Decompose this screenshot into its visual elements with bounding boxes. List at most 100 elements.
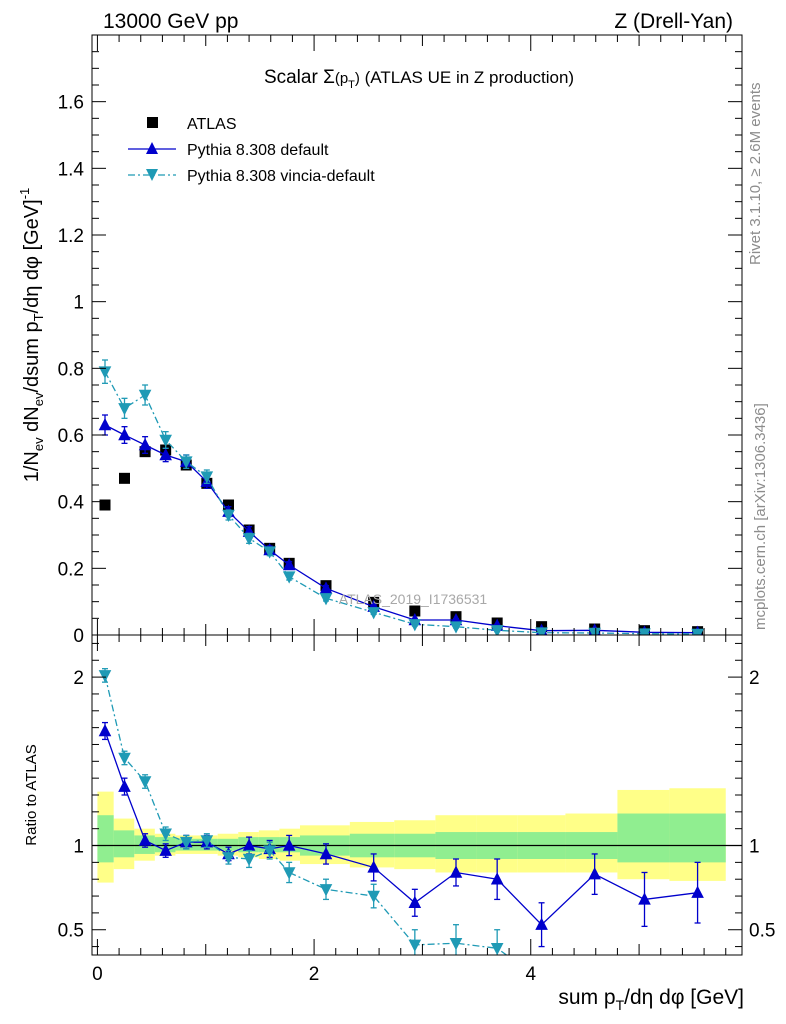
main-pythia-8-308-vincia-default-point — [535, 627, 548, 635]
ratio-pythia-8-308-default-point — [242, 838, 256, 851]
ratio-pythia-8-308-default-point — [490, 872, 504, 885]
ratio-pythia-8-308-vincia-default-point — [319, 884, 333, 897]
main-pythia-8-308-vincia-default-point — [449, 621, 463, 634]
legend-marker-atlas — [147, 117, 158, 128]
x-tick-label: 0 — [92, 964, 103, 985]
ratio-pythia-8-308-vincia-default-point — [490, 943, 504, 955]
main-pythia-8-308-vincia-default-point — [319, 593, 333, 606]
ratio-y-tick-label-right: 2 — [749, 668, 760, 689]
ratio-pythia-8-308-default-point — [138, 833, 152, 846]
ratio-band-stat-segment — [113, 830, 135, 858]
ratio-y-tick-label: 2 — [73, 668, 84, 689]
legend-marker-pythia-default — [146, 142, 158, 154]
ratio-pythia-8-308-vincia-default-point — [222, 852, 235, 865]
ratio-pythia-8-308-vincia-default-point — [179, 836, 193, 850]
ratio-pythia-8-308-default-point — [691, 885, 704, 898]
main-pythia-8-308-vincia-default-point — [179, 456, 193, 469]
main-y-tick-label: 1.2 — [58, 226, 84, 247]
ratio-pythia-8-308-vincia-default-point — [118, 752, 131, 765]
main-pythia-8-308-vincia-default-point — [98, 366, 112, 379]
main-y-tick-label: 1.6 — [58, 93, 84, 114]
ratio-band-stat-segment — [669, 813, 726, 863]
main-pythia-8-308-vincia-default-point — [638, 628, 651, 635]
main-atlas-group — [99, 444, 704, 635]
ratio-pythia-8-308-vincia-default-point — [159, 828, 172, 841]
mcplots-note: mcplots.cern.ch [arXiv:1306.3436] — [752, 403, 769, 630]
ratio-pythia-8-308-vincia-default-point — [449, 937, 463, 951]
main-y-tick-label: 0.6 — [58, 426, 84, 447]
ratio-y-tick-label-right: 1 — [749, 837, 760, 858]
main-pythia-8-308-vincia-default-point — [263, 546, 276, 559]
main-pythia-8-308-vincia-default-point — [588, 627, 601, 635]
main-pythia-8-308-vincia-default-point — [200, 471, 214, 484]
ratio-pythia-8-308-vincia-default-point — [535, 975, 548, 987]
main-pythia-8-308-vincia-default-point — [138, 389, 152, 402]
ratio-y-tick-label-right: 0.5 — [749, 921, 775, 942]
ratio-pythia-8-308-default-point — [638, 892, 651, 905]
legend-label-pythia-default: Pythia 8.308 default — [187, 142, 329, 159]
ratio-band-stat-segment — [217, 838, 239, 851]
main-pythia-8-308-default-point — [319, 581, 333, 594]
ratio-band-stat-segment — [617, 813, 670, 863]
ratio-pythia-8-308-vincia-default-point — [200, 835, 214, 848]
ratio-panel: 0.5 0.5 1 1 2 2 0 2 4 Ratio to ATLAS sum pT/dη … — [23, 634, 775, 1013]
main-y-tick-label: 1.4 — [58, 159, 85, 180]
watermark: ATLAS_2019_I1736531 — [339, 591, 488, 607]
main-pythia-8-308-vincia-default-point — [222, 509, 235, 522]
legend-label-atlas: ATLAS — [187, 116, 237, 133]
ratio-pythia-8-308-default-point — [319, 846, 333, 860]
main-pythia-8-308-default-point — [282, 558, 296, 571]
legend-label-pythia-vincia: Pythia 8.308 vincia-default — [187, 168, 375, 185]
main-atlas-point — [409, 605, 421, 617]
main-y-tick-label: 0.4 — [58, 493, 85, 514]
ratio-pythia-8-308-default-point — [408, 895, 422, 909]
ratio-pythia-8-308-default-point — [98, 724, 112, 737]
ratio-pythia-8-308-vincia-default-point — [242, 853, 256, 866]
rivet-note: Rivet 3.1.10, ≥ 2.6M events — [747, 83, 764, 266]
main-pythia-8-308-vincia-default-point — [282, 571, 296, 584]
ratio-pythia-8-308-vincia-default-point — [263, 845, 276, 858]
main-panel: 0 0.2 0.4 0.6 0.8 1 1.2 1.4 1.6 Scalar Σ(pT) (AT… — [17, 34, 743, 647]
main-y-axis-label: 1/Nev dNev/dsum pT/dη dφ [GeV]-1 — [17, 188, 46, 483]
legend-item-atlas: ATLAS — [147, 116, 237, 133]
main-pythia-8-308-vincia-default-point — [367, 607, 380, 620]
main-y-tick-label: 0.2 — [58, 559, 84, 580]
main-pythia-8-308-vincia-default-point — [408, 619, 422, 632]
ratio-y-axis-label: Ratio to ATLAS — [23, 744, 40, 845]
ratio-pythia-8-308-vincia-default-point — [98, 670, 112, 683]
x-tick-label: 4 — [525, 964, 536, 985]
ratio-pythia-8-308-default-point — [118, 779, 131, 792]
ratio-pythia-8-308-vincia-default-point — [367, 890, 380, 904]
ratio-pythia-8-308-default-point — [535, 917, 548, 930]
main-pythia-8-308-default-point — [118, 428, 131, 441]
x-tick-label: 2 — [309, 964, 320, 985]
ratio-pythia-8-308-vincia-default-point — [138, 776, 152, 789]
header-left: 13000 GeV pp — [103, 10, 238, 33]
ratio-pythia-8-308-default-point — [159, 843, 172, 856]
ratio-pythia-8-308-default-point — [449, 865, 463, 878]
main-pythia-8-308-vincia-default-point — [242, 533, 256, 546]
x-axis-label: sum pT/dη dφ [GeV] — [558, 986, 744, 1013]
main-pythia-8-308-vincia-default-group — [98, 359, 704, 635]
main-pythia-8-308-default-point — [138, 438, 152, 451]
main-pythia-8-308-default-point — [98, 418, 112, 431]
legend-item-pythia-default: Pythia 8.308 default — [128, 142, 329, 159]
header-right: Z (Drell-Yan) — [614, 10, 733, 33]
ratio-pythia-8-308-vincia-default-point — [408, 939, 422, 952]
ratio-y-tick-label: 1 — [73, 837, 84, 858]
legend-marker-pythia-vincia — [146, 169, 158, 181]
ratio-pythia-8-308-vincia-default-point — [282, 867, 296, 880]
legend: ATLAS Pythia 8.308 default Pythia 8.308 … — [128, 116, 375, 185]
main-atlas-point — [119, 472, 130, 484]
legend-item-pythia-vincia: Pythia 8.308 vincia-default — [128, 168, 375, 185]
main-atlas-point — [99, 499, 111, 511]
main-pythia-8-308-vincia-default-point — [159, 434, 172, 447]
ratio-pythia-8-308-vincia-default-group — [98, 668, 548, 987]
ratio-pythia-8-308-default-point — [282, 838, 296, 851]
main-pythia-8-308-default-point — [159, 448, 172, 461]
main-title: Scalar Σ(pT) (ATLAS UE in Z production) — [264, 67, 574, 91]
ratio-pythia-8-308-default-point — [588, 867, 601, 880]
main-pythia-8-308-vincia-default-point — [118, 403, 131, 416]
main-y-tick-label: 1 — [73, 293, 84, 314]
